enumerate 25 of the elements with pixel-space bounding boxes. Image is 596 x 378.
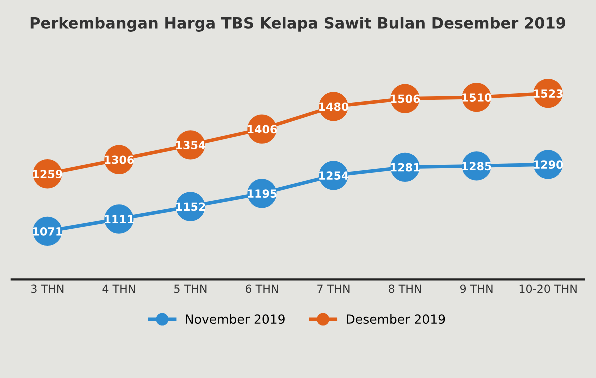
data-label: 1285 — [462, 162, 492, 171]
data-label: 1406 — [248, 125, 278, 134]
x-tick-label: 8 THN — [389, 284, 422, 294]
x-tick-label: 10-20 THN — [520, 284, 577, 294]
data-label: 1111 — [104, 215, 134, 224]
x-tick-label: 9 THN — [460, 284, 493, 294]
data-label: 1195 — [248, 190, 277, 198]
data-label: 1306 — [104, 156, 134, 164]
x-tick-label: 6 THN — [246, 284, 278, 294]
chart-title: Perkembangan Harga TBS Kelapa Sawit Bulan Desember 2019 — [30, 17, 566, 32]
data-label: 1506 — [391, 94, 420, 104]
data-label: 1523 — [534, 90, 563, 98]
data-label: 1254 — [320, 172, 349, 180]
legend-label: Desember 2019 — [347, 314, 446, 324]
data-label: 1510 — [462, 94, 492, 102]
x-tick-label: 3 THN — [32, 284, 64, 294]
legend-label: November 2019 — [186, 314, 285, 324]
data-label: 1259 — [33, 170, 62, 179]
data-label: 1071 — [33, 227, 62, 236]
data-label: 1281 — [391, 163, 420, 172]
x-tick-label: 4 THN — [102, 284, 136, 294]
x-tick-label: 7 THN — [318, 284, 350, 294]
data-label: 1152 — [176, 202, 206, 212]
data-label: 1480 — [320, 102, 349, 112]
x-tick-label: 5 THN — [174, 284, 207, 294]
